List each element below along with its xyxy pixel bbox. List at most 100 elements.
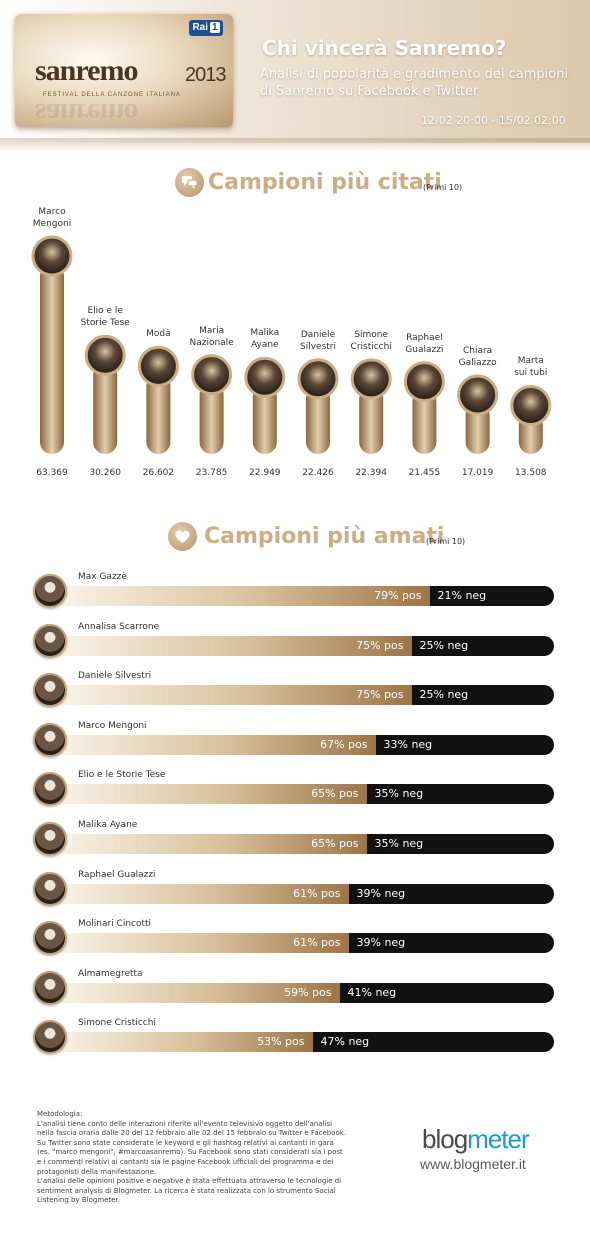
cited-name-label: Chiara Galiazzo [458,345,497,368]
logo-reflection: sanremo [35,97,138,127]
logo-subtitle: FESTIVAL DELLA CANZONE ITALIANA [43,92,181,98]
singer-avatar [84,334,126,376]
cited-name-label: Simone Cristicchi [350,329,392,352]
methodology-line: L'analisi tiene conto delle interazioni … [37,1119,333,1128]
positive-bar [52,635,412,656]
sentiment-bar: 53% pos 47% neg [52,1032,554,1053]
sentiment-bar: 61% pos 39% neg [52,933,554,954]
page-subtitle: Analisi di popolarità e gradimento dei c… [260,67,569,99]
cited-bar [40,264,64,454]
singer-avatar [31,235,73,277]
negative-label: 41% neg [347,985,397,999]
section-title-loved: Campioni più amati [204,524,445,549]
sentiment-bar: 67% pos 33% neg [52,734,554,755]
blogmeter-logo: blogmeter [422,1124,530,1154]
sanremo-logo: Rai 1 sanremo 2013 sanremo FESTIVAL DELLA… [15,14,233,127]
cited-value-label: 22.949 [249,468,281,478]
singer-avatar [33,1020,67,1055]
sentiment-bar: 75% pos 25% neg [52,685,554,706]
cited-name-label: Modà [146,329,171,340]
positive-label: 65% pos [311,837,359,850]
page-title: Chi vincerà Sanremo? [262,36,507,60]
singer-avatar [33,970,67,1005]
cited-value-label: 13.508 [515,468,547,478]
negative-label: 25% neg [419,688,469,702]
cited-value-label: 63.369 [36,468,68,478]
cited-name-label: Elio e le Storie Tese [80,306,130,329]
negative-label: 39% neg [356,886,406,900]
positive-label: 53% pos [257,1035,305,1049]
singer-avatar [510,384,552,426]
cited-bar [412,389,437,454]
positive-label: 59% pos [284,985,332,999]
loved-row: Almamegretta 59% pos 41% neg [0,969,590,1009]
speech-bubbles-icon [175,168,204,197]
cited-value-label: 30.260 [89,468,121,478]
positive-bar [52,784,367,805]
singer-avatar [191,354,233,396]
loved-name-label: Raphael Gualazzi [78,869,156,880]
loved-row: Simone Cristicchi 53% pos 47% neg [0,1018,590,1058]
positive-label: 79% pos [374,589,422,602]
positive-bar [52,883,349,904]
section-title-cited: Campioni più citati [208,170,442,195]
singer-avatar [297,358,339,400]
sentiment-bar: 61% pos 39% neg [52,883,554,904]
methodology-text: Metodologia: L'analisi tiene conto delle … [37,1110,347,1206]
methodology-line: L'analisi delle opinioni positive e nega… [37,1177,342,1186]
methodology-line: Su Twitter sono state considerate le key… [37,1138,334,1147]
cited-bar [252,385,277,454]
negative-label: 21% neg [437,589,487,602]
negative-label: 39% neg [356,936,406,950]
negative-bar [312,1032,554,1053]
loved-name-label: Almamegretta [78,968,143,979]
cited-value-label: 17.019 [462,468,494,478]
loved-row: Malika Ayane 65% pos 35% neg [0,820,590,860]
loved-name-label: Max Gazzè [78,572,127,582]
cited-bar [359,386,384,454]
singer-avatar [457,374,499,416]
negative-bar [366,784,554,805]
negative-bar [348,933,554,954]
positive-bar [52,933,349,954]
methodology-line: nella fascia oraria dalle 20 del 12 febb… [37,1129,347,1138]
methodology-line: e i commenti relativi ai cantanti sia le… [37,1157,334,1166]
positive-label: 65% pos [311,787,359,801]
singer-avatar [33,673,67,708]
positive-bar [52,1032,313,1053]
date-range: 12/02 20:00 - 15/02 02:00 [421,114,566,127]
positive-bar [52,685,412,706]
loved-row: Daniele Silvestri 75% pos 25% neg [0,671,590,711]
positive-bar [52,982,340,1003]
negative-bar [411,685,554,706]
negative-label: 33% neg [383,737,433,751]
negative-bar [375,734,554,755]
cited-value-label: 22.426 [302,468,334,478]
loved-row: Molinari Cincotti 61% pos 39% neg [0,919,590,959]
methodology-line: (es. "marco mengoni", #marcoasanremo). S… [37,1148,343,1157]
positive-label: 61% pos [293,936,341,950]
cited-name-label: Raphael Gualazzi [405,332,444,355]
methodology-line: sentiment analysis di Blogmeter. La rice… [37,1186,336,1195]
negative-bar [411,635,554,656]
negative-bar [339,982,554,1003]
singer-avatar [403,361,445,403]
sentiment-bar: 59% pos 41% neg [52,982,554,1003]
cited-name-label: Marta sui tubi [514,356,548,379]
methodology-line: Listening by Blogmeter. [37,1196,120,1205]
logo-year: 2013 [185,64,226,86]
cited-value-label: 26.602 [143,468,175,478]
loved-name-label: Elio e le Storie Tese [78,770,166,781]
header-banner: Rai 1 sanremo 2013 sanremo FESTIVAL DELLA… [0,0,590,143]
loved-row: Elio e le Storie Tese 65% pos 35% neg [0,770,590,810]
loved-name-label: Daniele Silvestri [78,671,152,682]
positive-label: 61% pos [293,886,341,900]
negative-label: 35% neg [374,837,424,850]
singer-avatar [33,574,67,608]
methodology-line: Metodologia: [37,1110,83,1118]
methodology-line: protagonisti della manifestazione. [37,1167,157,1176]
section-note-loved: (Primi 10) [426,537,466,546]
section-note-cited: (Primi 10) [423,183,463,192]
singer-avatar [244,356,286,398]
cited-name-label: Malika Ayane [250,328,280,351]
